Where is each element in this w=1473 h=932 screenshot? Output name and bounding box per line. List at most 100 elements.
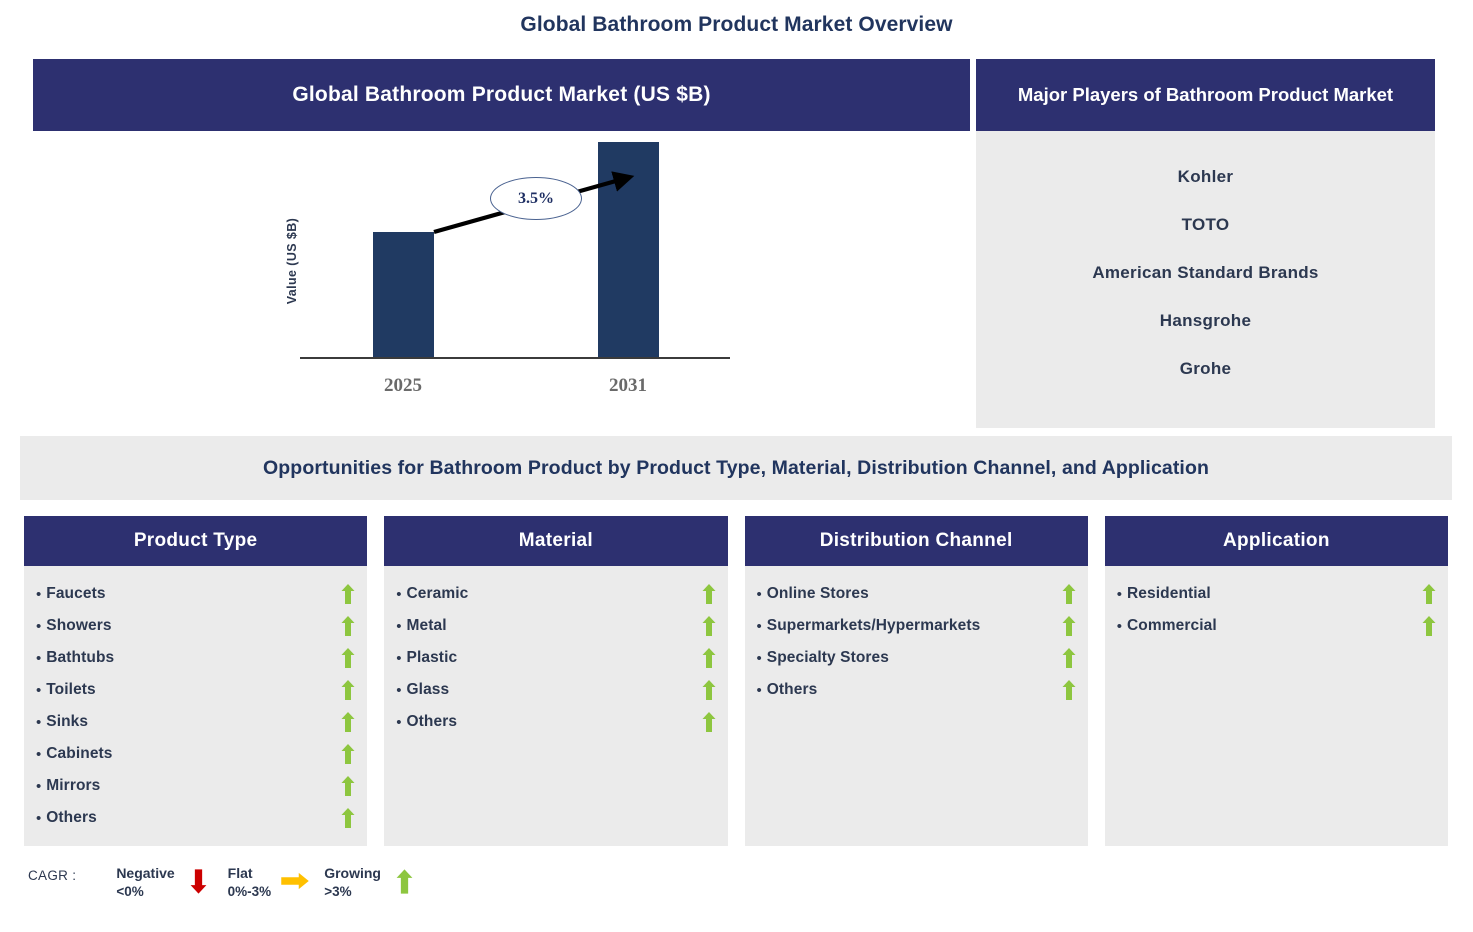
list-item-label: Others [766, 681, 818, 698]
bullet-icon: • [36, 585, 42, 603]
arrow-up-icon [390, 864, 420, 898]
bullet-icon: • [1116, 617, 1123, 635]
cagr-legend-entry: Flat 0%-3% [228, 864, 311, 901]
cagr-legend-range: >3% [324, 883, 352, 899]
bullet-icon: • [756, 585, 762, 603]
list-item-label: Sinks [46, 713, 89, 730]
segment-header-material: Material [384, 516, 728, 566]
bullet-icon: • [396, 617, 402, 635]
arrow-up-icon [341, 615, 355, 637]
list-item: • Sinks [36, 706, 355, 738]
bullet-icon: • [36, 617, 42, 635]
arrow-up-icon [341, 583, 355, 605]
top-row: Global Bathroom Product Market (US $B) V… [33, 59, 1435, 482]
arrow-up-icon [702, 647, 716, 669]
list-item: • Supermarkets/Hypermarkets [757, 610, 1076, 642]
list-item: • Mirrors [36, 770, 355, 802]
list-item-label: Metal [406, 617, 447, 634]
bullet-icon: • [396, 681, 402, 699]
bar-2025 [373, 232, 434, 358]
cagr-legend-entry: Negative <0% [116, 864, 213, 901]
segment-items-application: • Residential • Commercial [1105, 566, 1448, 846]
cagr-legend-range: <0% [116, 883, 144, 899]
list-item: • Cabinets [36, 738, 355, 770]
cagr-legend: CAGR : Negative <0% Flat 0%-3% Growing >3% [28, 864, 434, 914]
list-item-label: Ceramic [406, 585, 469, 602]
arrow-up-icon [341, 807, 355, 829]
list-item-label: Showers [46, 617, 112, 634]
arrow-up-icon [341, 647, 355, 669]
list-item: • Glass [396, 674, 715, 706]
x-tick-2025: 2025 [384, 375, 422, 396]
segment-header-product-type: Product Type [24, 516, 368, 566]
market-chart-header: Global Bathroom Product Market (US $B) [33, 59, 970, 131]
bullet-icon: • [36, 681, 42, 699]
bullet-icon: • [396, 585, 402, 603]
list-item-label: Cabinets [46, 745, 113, 762]
list-item-label: Glass [406, 681, 450, 698]
list-item-label: Bathtubs [46, 649, 115, 666]
cagr-callout-value: 3.5% [518, 189, 554, 207]
cagr-legend-entry: Growing >3% [324, 864, 420, 901]
list-item-label: Specialty Stores [766, 649, 889, 666]
cagr-legend-text: Negative <0% [116, 864, 174, 901]
segment-title: Application [1223, 530, 1330, 551]
bullet-icon: • [396, 649, 402, 667]
bullet-icon: • [396, 713, 402, 731]
bullet-icon: • [36, 777, 42, 795]
arrow-up-icon [1422, 583, 1436, 605]
segment-column-application: Application • Residential • Commercial [1104, 516, 1448, 846]
segment-title: Material [518, 530, 593, 551]
opportunities-banner-text: Opportunities for Bathroom Product by Pr… [263, 456, 1209, 479]
chart-y-axis-label: Value (US $B) [285, 217, 299, 305]
cagr-legend-name: Negative [116, 865, 175, 881]
segment-columns: Product Type • Faucets • Showers • Bathtubs • T… [24, 516, 1448, 846]
arrow-up-icon [702, 711, 716, 733]
list-item: Grohe [1179, 359, 1232, 378]
cagr-legend-title: CAGR : [28, 868, 77, 883]
list-item: • Others [757, 674, 1076, 706]
list-item: • Bathtubs [36, 642, 355, 674]
page-title: Global Bathroom Product Market Overview [520, 13, 953, 36]
bullet-icon: • [36, 713, 42, 731]
major-players-list: Kohler TOTO American Standard Brands Han… [976, 131, 1435, 393]
bullet-icon: • [756, 649, 762, 667]
list-item: • Ceramic [396, 578, 715, 610]
list-item: • Plastic [396, 642, 715, 674]
cagr-legend-name: Flat [227, 865, 253, 881]
list-item: • Toilets [36, 674, 355, 706]
list-item: TOTO [1181, 215, 1230, 234]
cagr-legend-text: Flat 0%-3% [228, 864, 272, 901]
list-item-label: Online Stores [766, 585, 869, 602]
list-item-label: Others [46, 809, 97, 826]
growth-arrow-icon [433, 171, 635, 235]
segment-title: Product Type [133, 530, 258, 551]
arrow-up-icon [341, 775, 355, 797]
segment-header-distribution-channel: Distribution Channel [744, 516, 1088, 566]
list-item: Hansgrohe [1159, 311, 1252, 330]
major-players-title: Major Players of Bathroom Product Market [1017, 84, 1394, 106]
arrow-up-icon [1062, 647, 1076, 669]
arrow-up-icon [341, 679, 355, 701]
list-item: American Standard Brands [1092, 263, 1319, 282]
bullet-icon: • [1116, 585, 1123, 603]
arrow-up-icon [341, 743, 355, 765]
cagr-legend-range: 0%-3% [227, 883, 272, 899]
market-chart-card: Global Bathroom Product Market (US $B) V… [33, 59, 970, 482]
bullet-icon: • [756, 681, 762, 699]
arrow-up-icon [1422, 615, 1436, 637]
bullet-icon: • [756, 617, 762, 635]
market-chart-body: Value (US $B) 3.5% 2025 [33, 131, 970, 482]
list-item: Kohler [1177, 167, 1234, 186]
segment-items-distribution-channel: • Online Stores • Supermarkets/Hypermarkets… [745, 566, 1088, 846]
market-chart-title: Global Bathroom Product Market (US $B) [292, 83, 711, 106]
segment-column-material: Material • Ceramic • Metal • Plastic • Glass • Ot… [384, 516, 728, 846]
list-item: • Showers [36, 610, 355, 642]
cagr-callout-bubble: 3.5% [490, 177, 582, 220]
segment-column-distribution-channel: Distribution Channel • Online Stores • Supe… [744, 516, 1088, 846]
arrow-up-icon [1062, 679, 1076, 701]
list-item: • Specialty Stores [757, 642, 1076, 674]
arrow-right-icon [280, 864, 310, 898]
arrow-up-icon [1062, 615, 1076, 637]
arrow-up-icon [341, 711, 355, 733]
